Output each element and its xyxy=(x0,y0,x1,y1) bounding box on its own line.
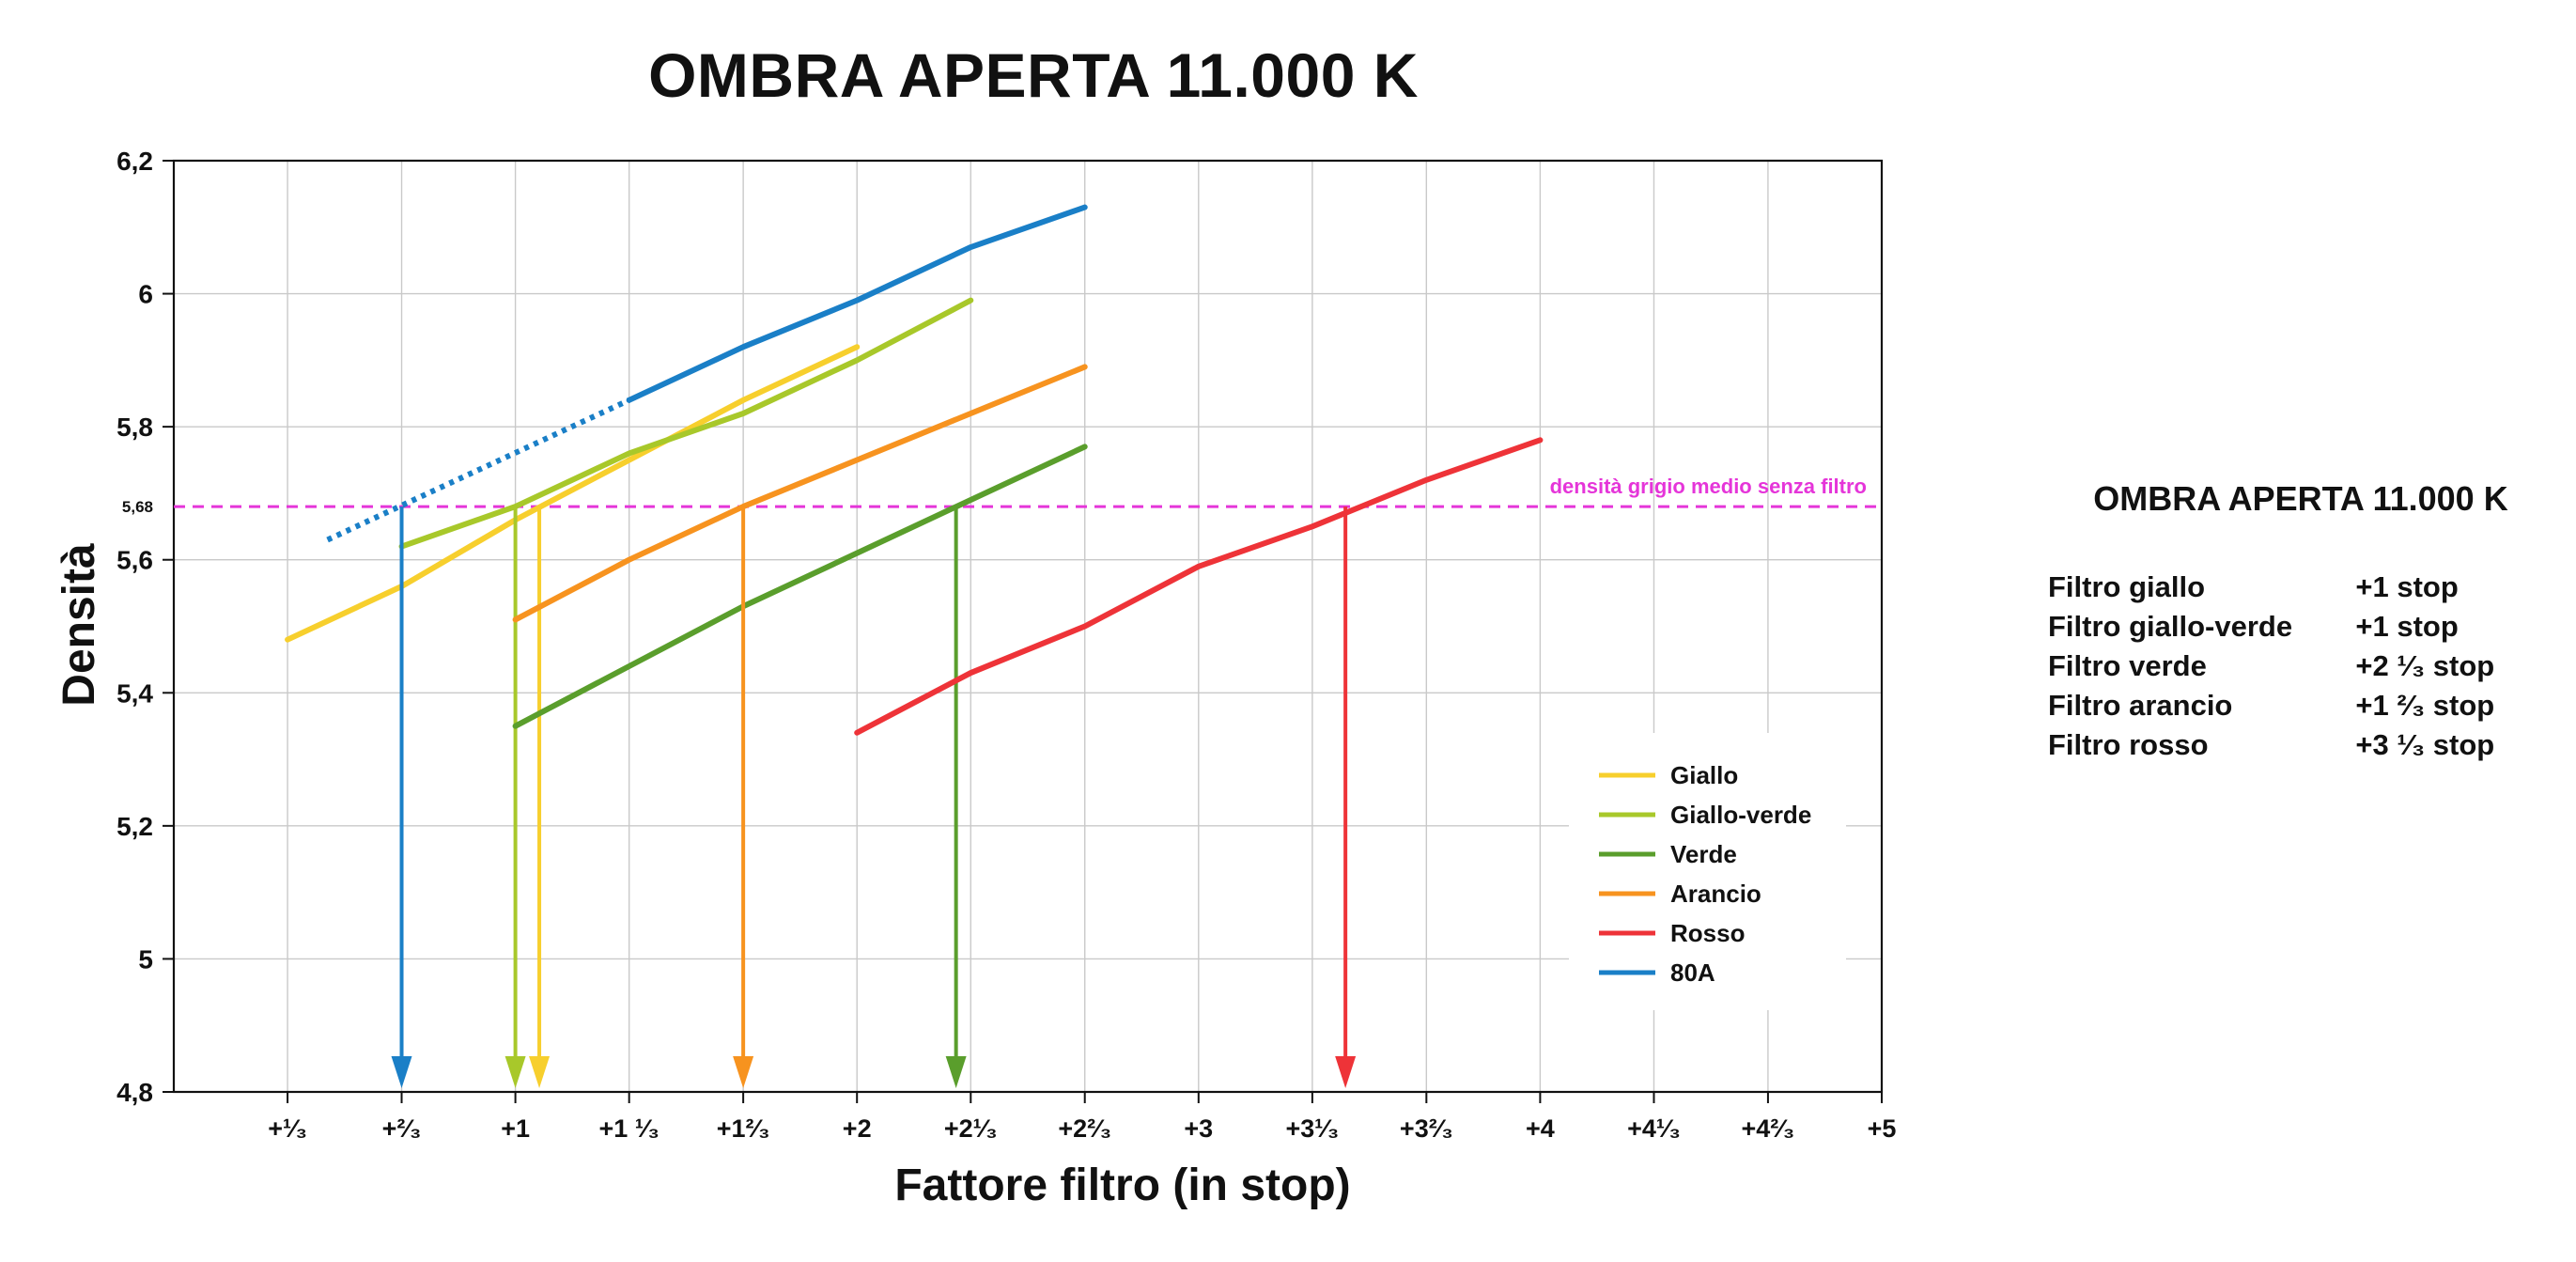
legend-label: Giallo xyxy=(1670,761,1738,789)
summary-row: Filtro giallo-verde +1 stop xyxy=(2048,607,2537,647)
x-tick-label: +2 xyxy=(843,1114,872,1143)
legend-label: Arancio xyxy=(1670,880,1761,908)
legend-label: Rosso xyxy=(1670,919,1745,947)
summary-panel: OMBRA APERTA 11.000 K Filtro giallo +1 st… xyxy=(2048,479,2537,765)
legend-label: Verde xyxy=(1670,840,1737,868)
x-tick-label: +3 xyxy=(1184,1114,1213,1143)
x-tick-label: +3¹⁄₃ xyxy=(1285,1114,1339,1143)
legend-label: 80A xyxy=(1670,958,1715,987)
legend-label: Giallo-verde xyxy=(1670,801,1811,829)
summary-filter-stops: +1 ²⁄₃ stop xyxy=(2355,689,2495,722)
legend: Giallo Giallo-verde Verde Arancio Rosso 80A xyxy=(1569,733,1846,1010)
legend-box xyxy=(1569,733,1846,1010)
series-dotted-80a xyxy=(326,397,630,543)
y-tick-label: 6,2 xyxy=(116,147,153,176)
summary-filter-name: Filtro arancio xyxy=(2048,689,2233,722)
chart-title: OMBRA APERTA 11.000 K xyxy=(648,40,1419,110)
summary-filter-stops: +1 stop xyxy=(2355,610,2459,643)
summary-filter-name: Filtro giallo xyxy=(2048,570,2206,603)
x-tick-label: +5 xyxy=(1868,1114,1897,1143)
summary-row: Filtro rosso +3 ¹⁄₃ stop xyxy=(2048,725,2537,765)
summary-title: OMBRA APERTA 11.000 K xyxy=(2093,479,2508,518)
series-line-rosso xyxy=(854,437,1544,736)
x-tick-label: +1 xyxy=(501,1114,530,1143)
series-line-80a xyxy=(626,204,1088,403)
marker-arrow-head xyxy=(733,1056,754,1088)
summary-filter-stops: +2 ¹⁄₃ stop xyxy=(2355,649,2495,682)
y-tick-label: 5 xyxy=(138,944,153,974)
marker-arrow-head xyxy=(391,1056,412,1088)
axes: +¹⁄₃ +²⁄₃ +1 +1 ¹⁄₃ +1²⁄₃ +2 +2¹⁄₃ +2²⁄₃ +3 +3¹⁄₃… xyxy=(116,147,1896,1143)
x-tick-label: +¹⁄₃ xyxy=(268,1114,307,1143)
series-line-giallo xyxy=(285,344,861,643)
reference-line-y-label: 5,68 xyxy=(122,498,153,516)
summary-list: Filtro giallo +1 stop Filtro giallo-verde +… xyxy=(2048,568,2537,765)
marker-arrow-head xyxy=(504,1056,526,1088)
x-tick-label: +4¹⁄₃ xyxy=(1627,1114,1681,1143)
reference-line-label: densità grigio medio senza filtro xyxy=(1550,475,1867,498)
y-tick-label: 5,2 xyxy=(116,812,153,841)
x-tick-label: +1²⁄₃ xyxy=(717,1114,770,1143)
y-tick-label: 5,8 xyxy=(116,413,153,442)
summary-filter-name: Filtro giallo-verde xyxy=(2048,610,2293,643)
y-tick-label: 6 xyxy=(138,280,153,309)
summary-row: Filtro arancio +1 ²⁄₃ stop xyxy=(2048,686,2537,725)
marker-arrow-head xyxy=(1335,1056,1357,1088)
reference-line-group: 5,68 densità grigio medio senza filtro xyxy=(122,475,1882,516)
series-group xyxy=(285,204,1544,1088)
plot-frame xyxy=(172,159,1884,1094)
x-tick-label: +4²⁄₃ xyxy=(1742,1114,1795,1143)
summary-row: Filtro verde +2 ¹⁄₃ stop xyxy=(2048,647,2537,686)
summary-filter-name: Filtro rosso xyxy=(2048,728,2209,761)
marker-arrow-head xyxy=(529,1056,551,1088)
y-axis-label: Densità xyxy=(54,543,104,707)
x-tick-label: +²⁄₃ xyxy=(382,1114,422,1143)
summary-filter-name: Filtro verde xyxy=(2048,649,2207,682)
summary-filter-stops: +3 ¹⁄₃ stop xyxy=(2355,728,2495,761)
x-tick-label: +4 xyxy=(1526,1114,1555,1143)
summary-filter-stops: +1 stop xyxy=(2355,570,2459,603)
series-line-verde xyxy=(512,444,1088,729)
x-tick-label: +1 ¹⁄₃ xyxy=(599,1114,660,1143)
series-line-giallo-verde xyxy=(398,297,974,550)
y-tick-label: 5,4 xyxy=(116,678,153,708)
x-tick-label: +3²⁄₃ xyxy=(1400,1114,1453,1143)
y-tick-label: 5,6 xyxy=(116,546,153,575)
x-tick-label: +2¹⁄₃ xyxy=(944,1114,998,1143)
summary-row: Filtro giallo +1 stop xyxy=(2048,568,2537,607)
marker-arrow-head xyxy=(945,1056,967,1088)
y-tick-label: 4,8 xyxy=(116,1078,153,1107)
x-tick-label: +2²⁄₃ xyxy=(1058,1114,1111,1143)
series-line-arancio xyxy=(512,364,1088,623)
x-axis-label: Fattore filtro (in stop) xyxy=(894,1161,1350,1210)
